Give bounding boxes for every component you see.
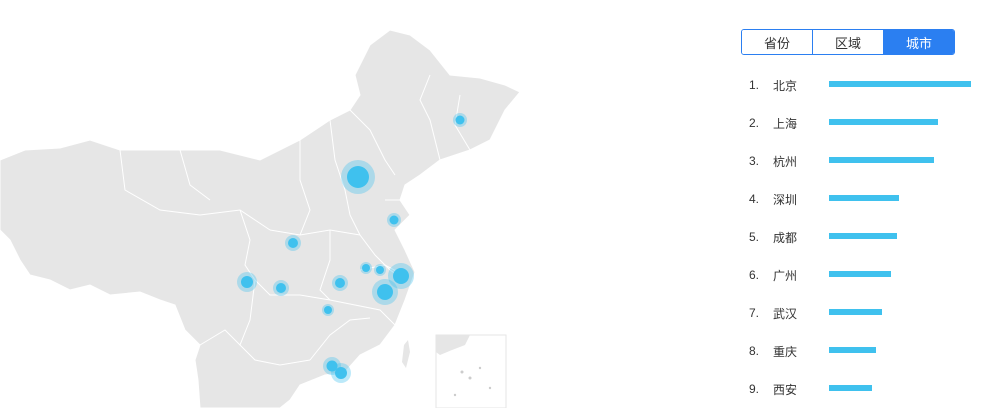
- bubble-wuhan: [335, 278, 345, 288]
- ranking-row: 3. 杭州: [749, 142, 989, 180]
- map-mainland: [0, 29, 521, 408]
- ranking-row: 9. 西安: [749, 370, 989, 408]
- rank-city-name: 上海: [773, 116, 798, 131]
- rank-number: 4.: [749, 192, 760, 206]
- rank-number: 7.: [749, 306, 760, 320]
- border-line: [299, 294, 396, 326]
- rank-bar: [829, 157, 935, 163]
- ranking-row: 8. 重庆: [749, 332, 989, 370]
- bubble-hangzhou: [377, 284, 393, 300]
- border-line: [419, 74, 441, 161]
- rank-bar: [829, 309, 882, 315]
- rank-number: 2.: [749, 116, 760, 130]
- bubble-hefei: [362, 264, 370, 272]
- border-line: [199, 329, 241, 346]
- tab-city[interactable]: 城市: [884, 30, 954, 54]
- inset-island: [460, 370, 464, 374]
- border-line: [179, 149, 211, 201]
- rank-bar-track: [829, 385, 971, 391]
- rank-city-name: 西安: [773, 382, 798, 397]
- rank-bar: [829, 119, 939, 125]
- china-map-svg: [0, 29, 521, 408]
- rank-number: 6.: [749, 268, 760, 282]
- rank-city-name: 武汉: [773, 306, 798, 321]
- rank-bar-track: [829, 309, 971, 315]
- bubble-changsha: [324, 306, 332, 314]
- rank-number: 1.: [749, 78, 760, 92]
- ranking-row: 7. 武汉: [749, 294, 989, 332]
- region-tabs: 省份 区域 城市: [741, 29, 955, 55]
- ranking-list: 1. 北京 2. 上海 3. 杭州 4. 深圳 5. 成都 6. 广州 7. 武…: [749, 66, 989, 408]
- bubble-chengdu: [241, 276, 253, 288]
- inset-island: [468, 376, 472, 380]
- ranking-row: 6. 广州: [749, 256, 989, 294]
- tab-province[interactable]: 省份: [742, 30, 813, 54]
- bubble-beijing: [347, 166, 369, 188]
- border-line: [329, 119, 361, 236]
- rank-bar: [829, 81, 971, 87]
- bubble-jinan: [389, 215, 399, 225]
- rank-bar-track: [829, 347, 971, 353]
- tab-region[interactable]: 区域: [813, 30, 884, 54]
- border-line: [349, 109, 396, 176]
- ranking-row: 1. 北京: [749, 66, 989, 104]
- rank-bar-track: [829, 271, 971, 277]
- rank-bar-track: [829, 81, 971, 87]
- bubble-nanjing: [376, 266, 384, 274]
- border-line: [299, 140, 311, 236]
- rank-city-name: 杭州: [773, 154, 798, 169]
- taiwan-shape: [402, 340, 410, 368]
- rank-bar: [829, 271, 892, 277]
- mainland-outline: [0, 29, 521, 408]
- border-line: [119, 149, 271, 231]
- inset-frame: [435, 334, 507, 408]
- rank-bar: [829, 195, 899, 201]
- bubble-shenzhen: [335, 367, 347, 379]
- rank-number: 8.: [749, 344, 760, 358]
- bubble-xian: [288, 238, 298, 248]
- border-line: [239, 279, 311, 366]
- inset-island: [488, 386, 492, 390]
- rank-city-name: 深圳: [773, 192, 798, 207]
- bubble-guangzhou: [326, 360, 338, 372]
- border-line: [239, 209, 300, 296]
- bubble-harbin: [455, 115, 465, 125]
- rank-bar-track: [829, 157, 971, 163]
- province-borders: [119, 74, 471, 366]
- border-line: [454, 94, 471, 151]
- rank-city-name: 成都: [773, 230, 798, 245]
- rank-bar-track: [829, 233, 971, 239]
- china-map: [0, 29, 521, 408]
- rank-city-name: 北京: [773, 78, 798, 93]
- ranking-row: 2. 上海: [749, 104, 989, 142]
- rank-number: 9.: [749, 382, 760, 396]
- city-bubbles: [237, 113, 467, 383]
- border-line: [269, 229, 361, 236]
- taiwan-island: [402, 340, 410, 368]
- rank-number: 5.: [749, 230, 760, 244]
- ranking-row: 4. 深圳: [749, 180, 989, 218]
- border-line: [309, 317, 371, 361]
- rank-bar: [829, 347, 876, 353]
- ranking-row: 5. 成都: [749, 218, 989, 256]
- rank-number: 3.: [749, 154, 760, 168]
- rank-bar: [829, 385, 872, 391]
- south-sea-inset: [435, 334, 507, 408]
- border-line: [319, 230, 331, 301]
- bubble-chongqing: [276, 283, 286, 293]
- rank-bar-track: [829, 195, 971, 201]
- inset-island: [478, 366, 482, 370]
- inset-island: [453, 393, 457, 397]
- rank-city-name: 广州: [773, 268, 798, 283]
- inset-coast: [436, 335, 470, 355]
- rank-city-name: 重庆: [773, 344, 798, 359]
- rank-bar: [829, 233, 898, 239]
- bubble-shanghai: [393, 268, 409, 284]
- rank-bar-track: [829, 119, 971, 125]
